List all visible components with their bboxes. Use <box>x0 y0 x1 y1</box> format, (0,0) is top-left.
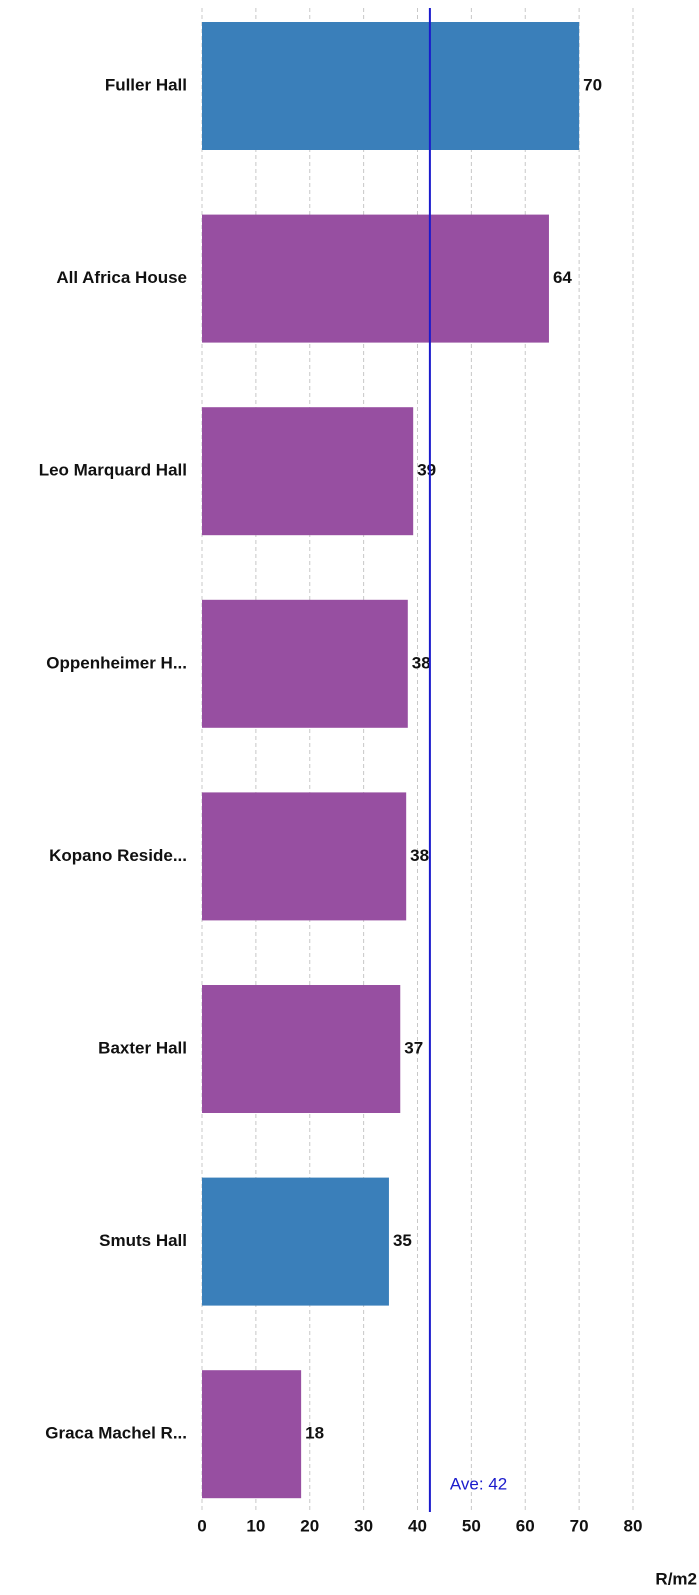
x-tick-label: 20 <box>300 1516 319 1535</box>
x-tick-label: 0 <box>197 1516 206 1535</box>
data-label: 38 <box>412 653 431 672</box>
x-axis-label: R/m2 <box>655 1569 697 1588</box>
data-label: 37 <box>404 1038 423 1057</box>
data-label: 64 <box>553 268 572 287</box>
bar <box>202 214 549 343</box>
x-tick-label: 40 <box>408 1516 427 1535</box>
bar <box>202 985 401 1113</box>
bar <box>202 792 407 921</box>
bar <box>202 22 580 150</box>
x-tick-label: 30 <box>354 1516 373 1535</box>
y-tick-label: Leo Marquard Hall <box>39 461 187 480</box>
data-label: 39 <box>417 461 436 480</box>
bar <box>202 599 408 728</box>
x-tick-label: 10 <box>246 1516 265 1535</box>
bar <box>202 1177 389 1306</box>
y-tick-label: Graca Machel R... <box>45 1424 187 1443</box>
data-label: 18 <box>305 1424 324 1443</box>
y-tick-label: Baxter Hall <box>98 1038 187 1057</box>
data-label: 35 <box>393 1231 412 1250</box>
y-tick-label: Kopano Reside... <box>49 846 187 865</box>
x-tick-label: 70 <box>570 1516 589 1535</box>
y-tick-label: Fuller Hall <box>105 75 187 94</box>
average-label: Ave: 42 <box>450 1474 507 1493</box>
bar <box>202 407 414 536</box>
x-tick-label: 50 <box>462 1516 481 1535</box>
y-tick-label: All Africa House <box>56 268 187 287</box>
y-tick-label: Smuts Hall <box>99 1231 187 1250</box>
x-tick-label: 60 <box>516 1516 535 1535</box>
x-tick-label: 80 <box>624 1516 643 1535</box>
y-tick-label: Oppenheimer H... <box>46 653 187 672</box>
data-label: 38 <box>410 846 429 865</box>
bar <box>202 1370 302 1499</box>
data-label: 70 <box>583 75 602 94</box>
